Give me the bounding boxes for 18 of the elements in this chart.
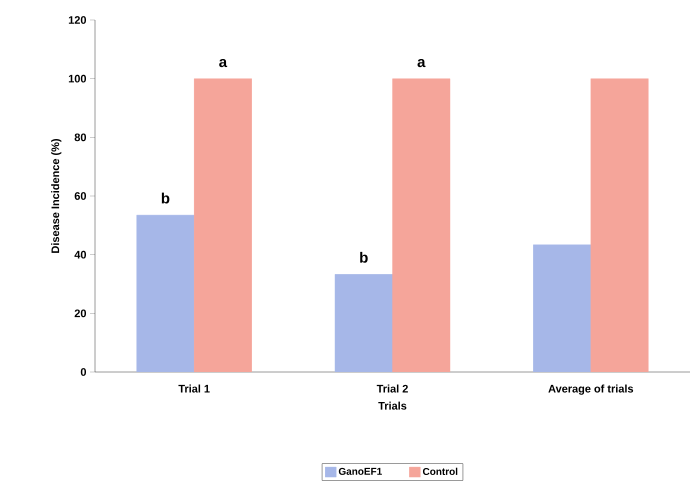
y-tick-label: 120 [68, 16, 86, 24]
x-tick-label: Trial 1 [178, 384, 210, 393]
y-tick-label: 0 [80, 368, 86, 376]
legend-label: GanoEF1 [338, 468, 382, 475]
y-tick-label: 80 [74, 133, 86, 142]
x-tick-label: Trial 2 [376, 384, 408, 393]
y-tick-label: 100 [68, 74, 86, 83]
data-label: b [360, 252, 368, 263]
data-label: b [162, 192, 170, 204]
y-tick-label: 20 [74, 309, 86, 318]
x-tick-label: Average of trials [548, 384, 634, 395]
y-tick-label: 60 [74, 192, 86, 200]
x-axis-title: Trials [378, 402, 406, 410]
data-label: a [418, 58, 426, 68]
y-axis-title: Disease Incidence (%) [51, 138, 62, 253]
data-label: a [219, 58, 228, 68]
legend-label: Control [422, 468, 458, 476]
y-tick-label: 40 [74, 250, 86, 259]
